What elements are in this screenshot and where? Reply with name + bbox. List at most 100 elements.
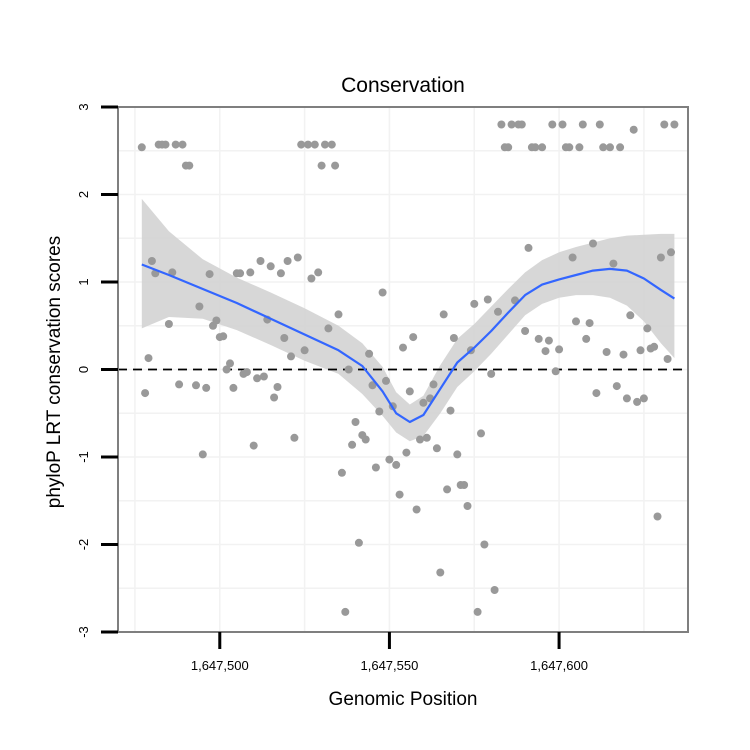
data-point — [334, 310, 343, 319]
data-point — [161, 140, 170, 149]
data-point — [470, 299, 479, 308]
data-point — [351, 418, 360, 426]
y-tick-label: 2 — [76, 191, 91, 198]
data-point — [276, 269, 285, 278]
data-point — [242, 368, 251, 377]
data-point — [572, 317, 580, 326]
data-point — [663, 355, 672, 363]
data-point — [236, 269, 245, 278]
data-point — [606, 143, 614, 152]
data-point — [487, 369, 496, 378]
data-point — [249, 441, 258, 450]
data-point — [538, 143, 547, 152]
data-point — [307, 274, 316, 283]
data-point — [616, 143, 625, 152]
data-point — [253, 374, 262, 383]
data-point — [633, 397, 642, 406]
data-point — [375, 407, 384, 416]
data-point — [436, 568, 445, 577]
confidence-band-layer — [141, 198, 675, 442]
data-point — [344, 365, 353, 374]
data-point — [622, 394, 631, 403]
data-point — [178, 140, 187, 149]
data-point — [650, 342, 659, 351]
data-point — [321, 140, 329, 149]
y-tick-label: -1 — [76, 451, 91, 463]
y-tick-label: 3 — [76, 103, 91, 110]
data-point — [229, 383, 238, 392]
data-point — [524, 243, 533, 252]
data-point — [337, 468, 346, 477]
data-point — [164, 320, 173, 328]
data-point — [222, 365, 231, 374]
data-point — [290, 433, 299, 442]
data-point — [432, 444, 441, 453]
data-point — [477, 429, 485, 438]
y-axis-title: phyloP LRT conservation scores — [44, 236, 65, 509]
data-point — [534, 334, 543, 343]
data-point — [144, 354, 153, 363]
data-point — [416, 435, 424, 444]
chart-title: Conservation — [341, 74, 465, 97]
data-point — [226, 359, 234, 368]
data-point — [473, 607, 482, 616]
data-point — [585, 319, 594, 328]
data-point — [429, 380, 438, 389]
data-point — [175, 380, 184, 389]
data-point — [507, 120, 516, 129]
data-point — [558, 120, 567, 129]
data-point — [219, 332, 228, 341]
data-point — [300, 346, 309, 355]
data-point — [202, 383, 211, 392]
data-point — [341, 607, 350, 616]
data-point — [348, 440, 357, 449]
data-point — [639, 394, 648, 403]
data-point — [317, 161, 326, 170]
data-point — [293, 253, 302, 262]
data-point — [365, 349, 374, 358]
data-point — [612, 382, 621, 391]
x-tick-label: 1,647,600 — [530, 658, 588, 673]
x-axis-title: Genomic Position — [329, 689, 478, 710]
data-point — [405, 387, 414, 396]
data-point — [551, 367, 560, 376]
data-point — [314, 268, 323, 277]
data-point — [147, 257, 156, 265]
data-point — [382, 376, 390, 385]
data-point — [310, 140, 319, 149]
data-point — [270, 393, 279, 402]
data-point — [266, 262, 275, 271]
data-point — [578, 120, 587, 129]
data-point — [354, 538, 363, 547]
data-point — [667, 248, 675, 257]
data-point — [304, 140, 312, 149]
data-point — [619, 350, 628, 359]
data-point — [141, 389, 150, 398]
y-tick-label: 1 — [76, 278, 91, 285]
data-point — [653, 512, 662, 521]
data-point — [212, 316, 221, 325]
data-point — [575, 143, 584, 152]
data-point — [439, 310, 448, 319]
data-point — [670, 120, 679, 129]
data-point — [497, 120, 506, 129]
data-point — [297, 140, 306, 149]
y-tick-label: -2 — [76, 539, 91, 551]
x-tick-label: 1,647,500 — [191, 658, 249, 673]
data-point — [589, 239, 597, 248]
y-tick-label: 0 — [76, 366, 91, 373]
data-point — [636, 346, 645, 355]
confidence-band — [141, 198, 675, 442]
data-point — [287, 352, 295, 361]
x-axis: 1,647,500 1,647,550 1,647,600 — [191, 632, 588, 673]
data-point — [192, 381, 200, 390]
data-point — [412, 505, 421, 514]
data-point — [609, 259, 618, 268]
data-point — [402, 448, 411, 457]
smooth-line-layer — [141, 263, 675, 424]
smooth-line — [141, 263, 675, 424]
data-point — [324, 324, 333, 333]
data-point — [419, 398, 428, 407]
data-point — [599, 143, 608, 152]
data-point — [548, 120, 557, 129]
